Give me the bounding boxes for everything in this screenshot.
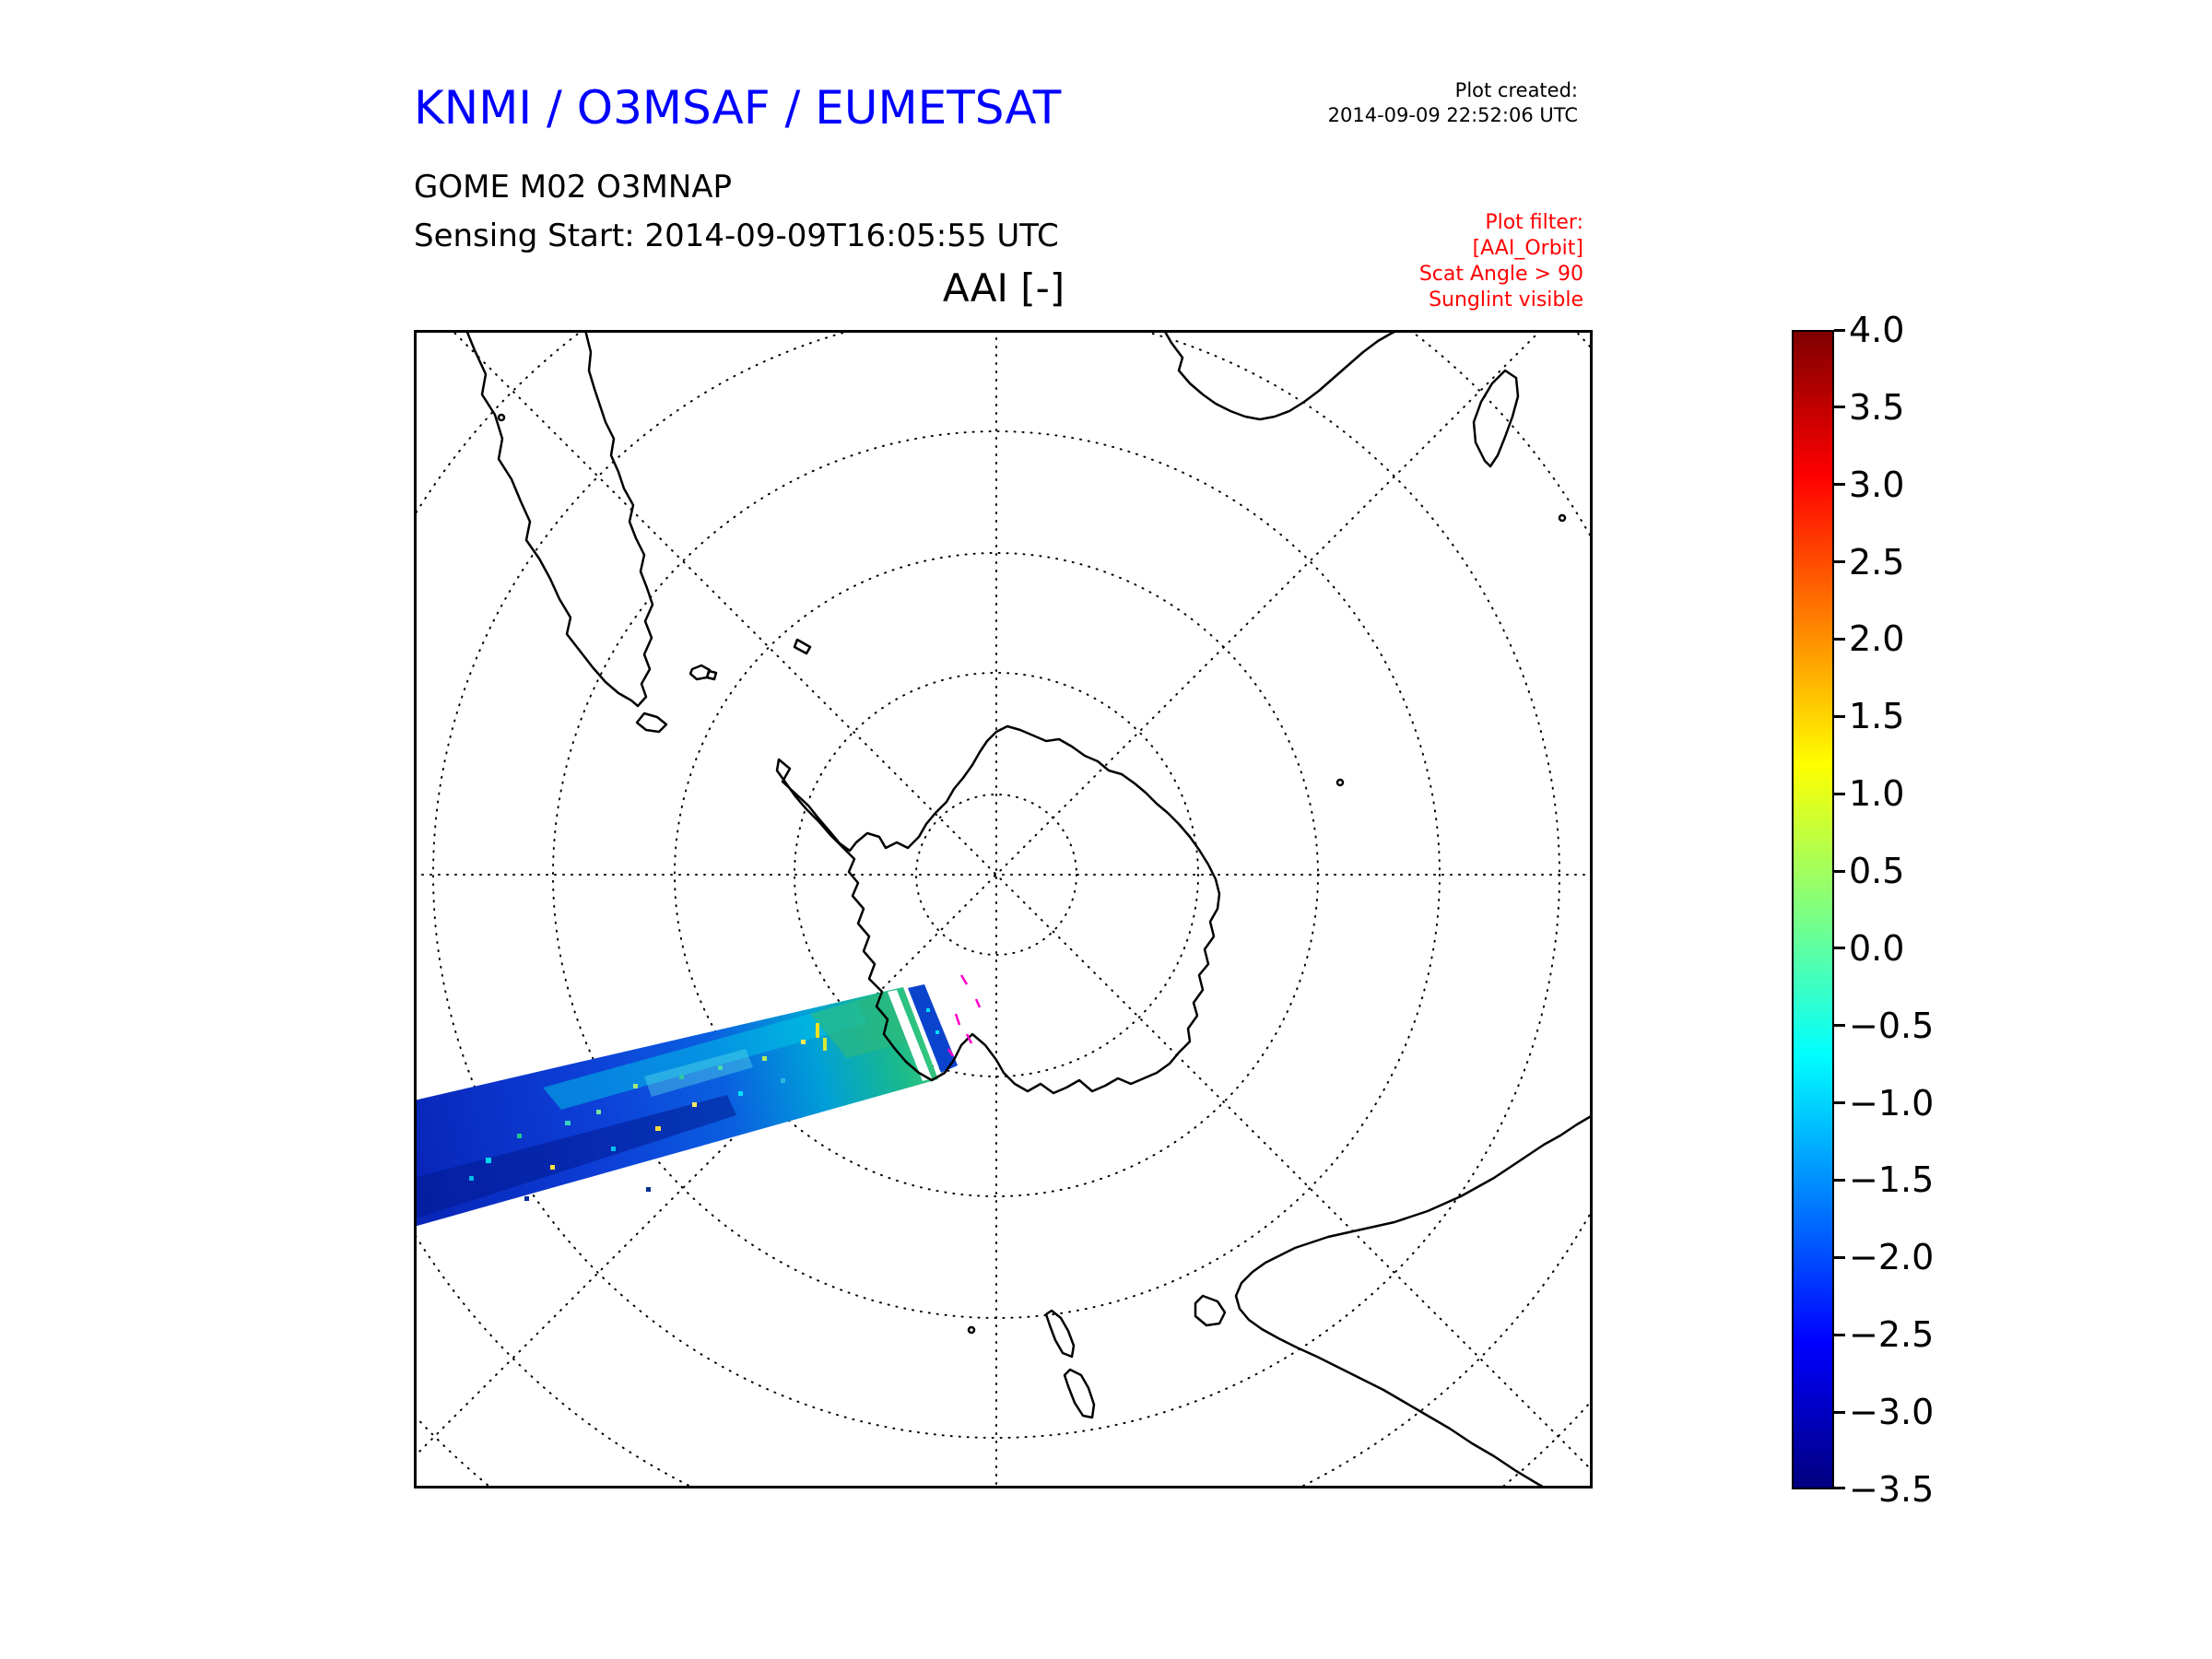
plot-filter-line: [AAI_Orbit] [1472, 237, 1583, 260]
magenta-outlier-pixels [947, 974, 982, 1057]
island-madagascar [1472, 369, 1520, 468]
island-new-zealand-south [1044, 1309, 1076, 1359]
map-plot [414, 330, 1593, 1488]
plot-created-value: 2014-09-09 22:52:06 UTC [1327, 104, 1578, 126]
colorbar-tick-label: 2.5 [1849, 542, 1905, 582]
colorbar-tick-label: −2.0 [1849, 1237, 1935, 1277]
plot-filter-line: Sunglint visible [1429, 288, 1583, 312]
island-new-zealand-north [1063, 1368, 1096, 1419]
colorbar-tick-label: −1.5 [1849, 1159, 1935, 1200]
plot-filter-block: Plot filter: [AAI_Orbit] Scat Angle > 90… [1215, 210, 1583, 313]
colorbar-tick-label: −0.5 [1849, 1006, 1935, 1046]
island-dot [1335, 778, 1345, 787]
colorbar-tick [1834, 483, 1845, 486]
sensing-start: Sensing Start: 2014-09-09T16:05:55 UTC [414, 218, 1059, 254]
colorbar-tick [1834, 947, 1845, 949]
island-falklands [688, 664, 718, 681]
colorbar-tick [1834, 1256, 1845, 1259]
colorbar-tick [1834, 870, 1845, 873]
aai-colorbar [1792, 330, 1834, 1489]
plot-created-label: Plot created: [1454, 79, 1578, 101]
aai-swath [414, 984, 958, 1227]
island-dot [497, 413, 506, 422]
coastline-antarctica [775, 724, 1221, 1095]
colorbar-tick-label: 1.5 [1849, 696, 1905, 736]
colorbar-tick [1834, 1487, 1845, 1489]
colorbar-tick [1834, 793, 1845, 795]
island-tasmania [1194, 1294, 1227, 1327]
colorbar-tick-label: 2.0 [1849, 618, 1905, 659]
colorbar-tick-label: 1.0 [1849, 773, 1905, 814]
colorbar-tick [1834, 638, 1845, 641]
colorbar-tick-label: −3.5 [1849, 1469, 1935, 1510]
island-dot [1558, 513, 1567, 523]
swath-speckles [469, 1023, 827, 1201]
island-tierra-del-fuego [635, 712, 668, 734]
colorbar-tick [1834, 329, 1845, 332]
coastline-south-america [465, 330, 654, 708]
coastline-africa [1162, 330, 1400, 421]
colorbar-tick [1834, 1334, 1845, 1336]
map-frame [414, 330, 1593, 1488]
colorbar-tick [1834, 1411, 1845, 1414]
brand-title: KNMI / O3MSAF / EUMETSAT [414, 81, 1062, 135]
colorbar-tick [1834, 560, 1845, 563]
colorbar-tick-label: 3.0 [1849, 465, 1905, 505]
island-south-georgia [793, 638, 812, 655]
map-title: AAI [-] [942, 265, 1065, 311]
colorbar-tick [1834, 1024, 1845, 1027]
colorbar-tick-label: −2.5 [1849, 1314, 1935, 1355]
colorbar-tick-label: 0.0 [1849, 928, 1905, 969]
colorbar-tick-label: −1.0 [1849, 1083, 1935, 1124]
colorbar-tick [1834, 406, 1845, 408]
plot-filter-line: Plot filter: [1485, 211, 1583, 234]
graticule-dotted [414, 330, 1593, 1488]
colorbar-tick-label: 3.5 [1849, 387, 1905, 428]
plot-filter-line: Scat Angle > 90 [1418, 263, 1583, 286]
coastline-australia [1234, 1113, 1593, 1488]
colorbar-tick [1834, 1101, 1845, 1104]
product-name: GOME M02 O3MNAP [414, 169, 733, 206]
colorbar-tick-label: 0.5 [1849, 851, 1905, 891]
coastlines [465, 330, 1593, 1488]
colorbar-tick-label: 4.0 [1849, 310, 1905, 350]
antarctic-map-svg [414, 330, 1593, 1488]
colorbar-tick [1834, 1179, 1845, 1182]
colorbar-tick-label: −3.0 [1849, 1392, 1935, 1432]
colorbar-tick [1834, 715, 1845, 718]
island-dot [967, 1325, 976, 1335]
plot-created-block: Plot created: 2014-09-09 22:52:06 UTC [1209, 78, 1578, 128]
